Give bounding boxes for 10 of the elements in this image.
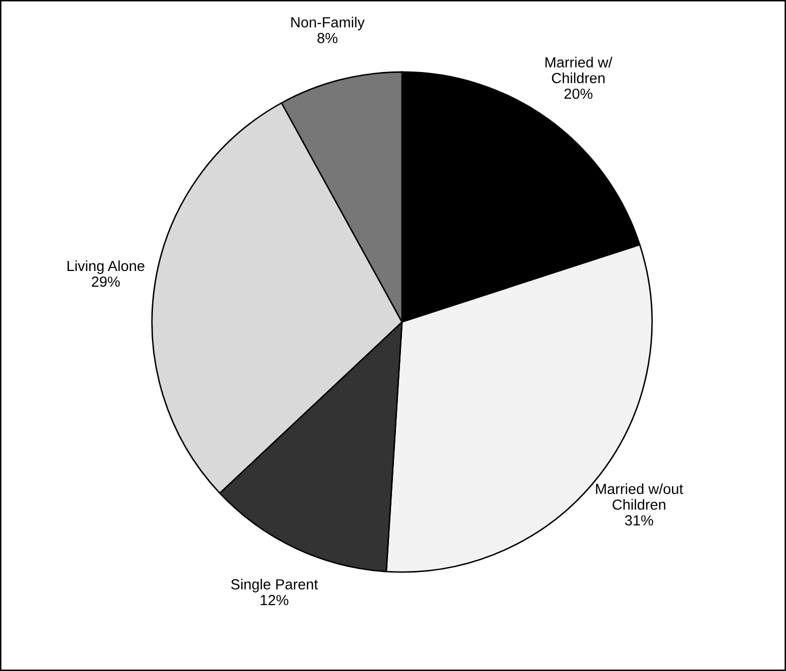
data-label: 12% (260, 594, 288, 606)
data-label: 8% (317, 32, 338, 44)
data-label: 20% (564, 88, 592, 99)
slice-label: Living Alone (68, 260, 144, 274)
slice-label: Married w/ Children (546, 56, 612, 84)
slice-label: Non-Family (291, 16, 365, 30)
slice-label: Single Parent (231, 578, 318, 592)
slice-label: Married w/out Children (596, 483, 684, 510)
data-label: 29% (92, 276, 120, 287)
data-label: 31% (625, 515, 654, 526)
